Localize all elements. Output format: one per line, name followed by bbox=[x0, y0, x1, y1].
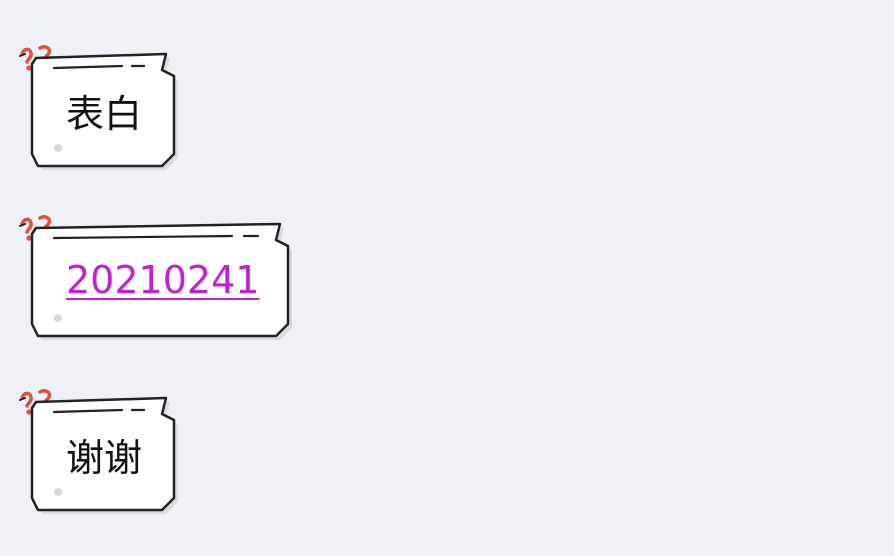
message-bubble[interactable]: 20210241 bbox=[30, 222, 296, 342]
message-link[interactable]: 20210241 bbox=[66, 258, 260, 302]
message-text: 谢谢 bbox=[66, 435, 143, 480]
bubble-shape bbox=[30, 396, 178, 514]
bubble-shape bbox=[30, 222, 292, 340]
message-bubble[interactable]: 谢谢 bbox=[30, 396, 182, 516]
bubble-shape bbox=[30, 52, 178, 170]
message-bubble[interactable]: 表白 bbox=[30, 52, 182, 172]
message-text: 表白 bbox=[66, 91, 143, 136]
